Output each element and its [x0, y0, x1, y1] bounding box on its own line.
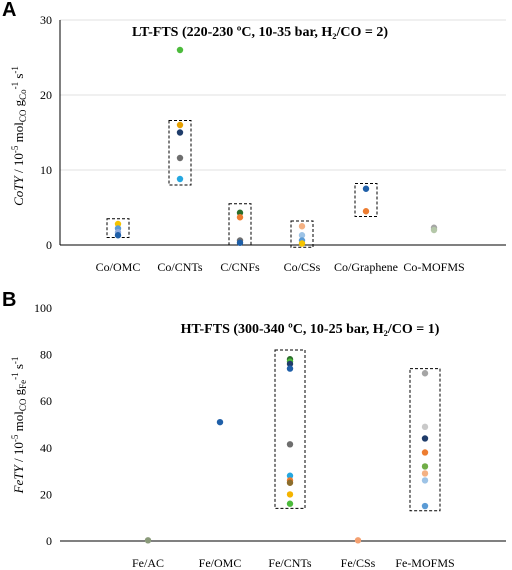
panel-a-y-tick-label: 10: [40, 163, 52, 177]
panel-b-data-point: [286, 365, 294, 372]
panel-b-ylabel-ital: FeTY: [11, 463, 26, 494]
panel-b-ylabel-sup3: -1: [10, 357, 20, 365]
panel-a-category-label: C/CNFs: [220, 260, 260, 274]
panel-b-group-boxes: [274, 349, 441, 512]
panel-a-ylabel-ital: CoTY: [11, 175, 26, 206]
panel-b-data-point: [421, 435, 429, 442]
panel-b-title: HT-FTS (300-340 ºC, 10-25 bar, H₂/CO = 1…: [181, 322, 440, 337]
panel-b-data-point: [286, 441, 294, 448]
panel-b-data-point: [286, 479, 294, 486]
panel-b-points: [144, 356, 429, 544]
panel-a-y-label: CoTY / 10-5 molCO gCo-1 s-1: [10, 66, 28, 206]
panel-b-data-point: [421, 477, 429, 484]
panel-b-data-point: [354, 537, 362, 544]
panel-b-y-ticks: 0 20 40 60 80 100: [34, 301, 52, 548]
panel-b-y-label: FeTY / 10-5 molCO gFe-1 s-1: [10, 357, 28, 495]
panel-a-y-tick-label: 20: [40, 88, 52, 102]
panel-a-data-point: [176, 175, 184, 183]
panel-a-ylabel-mid2: mol: [11, 122, 26, 146]
panel-b-ylabel-mid: / 10: [11, 442, 26, 465]
panel-b-data-point: [421, 470, 429, 477]
panel-a-ylabel-sub2: Co: [18, 89, 28, 100]
panel-a-title: LT-FTS (220-230 ºC, 10-35 bar, H₂/CO = 2…: [132, 25, 388, 40]
panel-a-data-point: [236, 209, 244, 216]
panel-b-data-point: [144, 537, 152, 544]
panel-a-ylabel-mid: / 10: [11, 153, 26, 176]
panel-a-category-label: Co/OMC: [96, 260, 141, 274]
panel-a-data-point: [236, 239, 244, 246]
panel-a-group-box: [290, 220, 314, 248]
panel-b-y-tick-label: 0: [46, 534, 52, 548]
panel-b-data-point: [421, 449, 429, 456]
panel-a-group-box: [354, 183, 378, 217]
panel-a-group-box: [228, 203, 252, 246]
panel-a-ylabel-mid4: s: [11, 74, 26, 82]
panel-b-data-point: [421, 502, 429, 510]
panel-a-data-point: [114, 220, 122, 228]
panel-a-group-boxes: [106, 120, 378, 248]
panel-a-data-point: [176, 46, 184, 54]
panel-a-category-label: Co/CNTs: [157, 260, 203, 274]
panel-b-data-point: [216, 418, 224, 426]
panel-a-y-tick-label: 0: [46, 238, 52, 252]
panel-b-category-label: Fe-MOFMS: [395, 556, 454, 570]
panel-a-category-labels: Co/OMC Co/CNTs C/CNFs Co/CSs Co/Graphene Co-M…: [96, 260, 465, 274]
panel-b-category-labels: Fe/AC Fe/OMC Fe/CNTs Fe/CSs Fe-MOFMS: [132, 556, 455, 570]
panel-a-data-point: [362, 185, 370, 192]
panel-b-data-point: [286, 472, 294, 479]
panel-b-ylabel-sub2: Fe: [18, 380, 28, 389]
panel-a-y-ticks: 0 10 20 30: [40, 13, 52, 252]
panel-a-data-point: [236, 214, 244, 221]
panel-a-data-point: [176, 129, 184, 136]
panel-b-category-label: Fe/OMC: [199, 556, 242, 570]
panel-b-data-point: [421, 370, 429, 377]
panel-b-y-tick-label: 20: [40, 487, 52, 501]
panel-a-gridlines: [60, 19, 506, 171]
panel-a-y-tick-label: 30: [40, 13, 52, 27]
panel-a-points: [114, 46, 438, 247]
panel-a-category-label: Co/CSs: [284, 260, 321, 274]
panel-a: A 0 10 20 30 Co/OMC Co/CNTs C/CNFs Co/CSs Co/Gr…: [2, 0, 506, 274]
panel-b-ylabel-mid3: g: [11, 388, 26, 398]
panel-b-letter: B: [2, 289, 16, 311]
panel-b-y-tick-label: 80: [40, 348, 52, 362]
panel-b-ylabel-mid4: s: [11, 364, 26, 372]
panel-a-ylabel-sup2: -1: [10, 82, 20, 90]
panel-a-ylabel-sub1: CO: [18, 109, 28, 122]
panel-a-group-box: [168, 120, 192, 186]
panel-a-data-point: [298, 232, 306, 239]
panel-b-category-label: Fe/AC: [132, 556, 164, 570]
panel-b-group-box: [274, 349, 306, 509]
panel-b-y-tick-label: 60: [40, 394, 52, 408]
panel-b-data-point: [286, 360, 294, 368]
panel-b-ylabel-mid2: mol: [11, 411, 26, 435]
panel-a-category-label: Co-MOFMS: [403, 260, 464, 274]
panel-b-y-tick-label: 100: [34, 301, 52, 315]
panel-b-data-point: [286, 500, 294, 507]
panel-a-data-point: [430, 226, 438, 234]
panel-b-ylabel-sup2: -1: [10, 372, 20, 380]
panel-a-data-point: [362, 208, 370, 215]
panel-a-ylabel-sup3: -1: [10, 66, 20, 74]
panel-b-group-box: [409, 368, 441, 512]
panel-b-y-tick-label: 40: [40, 441, 52, 455]
panel-b-category-label: Fe/CNTs: [268, 556, 311, 570]
panel-a-ylabel-sup1: -5: [10, 145, 20, 153]
panel-b-ylabel-sub1: CO: [18, 398, 28, 411]
panel-a-data-point: [176, 121, 184, 129]
panel-a-letter: A: [2, 0, 16, 21]
panel-b-data-point: [421, 423, 429, 431]
panel-b-category-label: Fe/CSs: [341, 556, 376, 570]
panel-b-data-point: [421, 463, 429, 470]
panel-b-data-point: [286, 491, 294, 498]
panel-a-ylabel-mid3: g: [11, 99, 26, 109]
panel-a-data-point: [298, 240, 306, 247]
panel-a-data-point: [298, 223, 306, 230]
panel-a-data-point: [176, 154, 184, 162]
panel-b-ylabel-sup1: -5: [10, 434, 20, 442]
panel-a-data-point: [114, 232, 122, 239]
panel-a-category-label: Co/Graphene: [334, 260, 398, 274]
